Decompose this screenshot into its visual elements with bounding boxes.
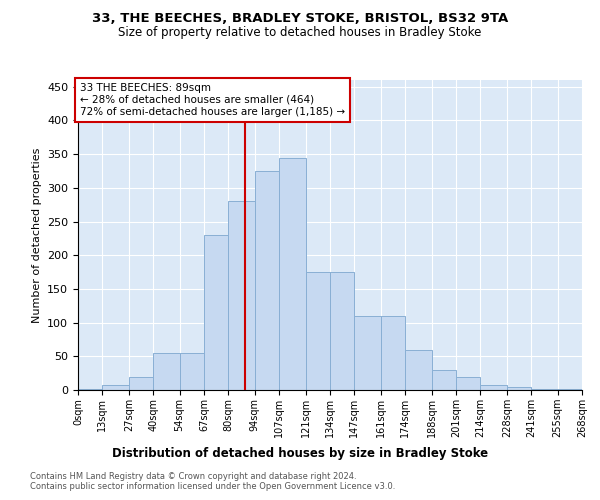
Bar	[456, 376, 481, 390]
Bar	[129, 376, 153, 390]
Bar	[255, 171, 279, 390]
Bar	[305, 272, 330, 390]
Text: Contains public sector information licensed under the Open Government Licence v3: Contains public sector information licen…	[30, 482, 395, 491]
Bar	[279, 158, 305, 390]
Text: 33 THE BEECHES: 89sqm
← 28% of detached houses are smaller (464)
72% of semi-det: 33 THE BEECHES: 89sqm ← 28% of detached …	[80, 84, 345, 116]
Bar	[557, 388, 582, 390]
Bar	[355, 316, 381, 390]
Bar	[507, 386, 531, 390]
Bar	[330, 272, 355, 390]
Bar	[481, 384, 507, 390]
Bar	[405, 350, 431, 390]
Text: Contains HM Land Registry data © Crown copyright and database right 2024.: Contains HM Land Registry data © Crown c…	[30, 472, 356, 481]
Bar	[531, 388, 557, 390]
Bar	[381, 316, 405, 390]
Bar	[153, 353, 179, 390]
Text: 33, THE BEECHES, BRADLEY STOKE, BRISTOL, BS32 9TA: 33, THE BEECHES, BRADLEY STOKE, BRISTOL,…	[92, 12, 508, 26]
Bar	[431, 370, 456, 390]
Bar	[179, 353, 204, 390]
Y-axis label: Number of detached properties: Number of detached properties	[32, 148, 41, 322]
Bar	[204, 235, 229, 390]
Bar	[103, 386, 129, 390]
Text: Size of property relative to detached houses in Bradley Stoke: Size of property relative to detached ho…	[118, 26, 482, 39]
Bar	[78, 388, 103, 390]
Text: Distribution of detached houses by size in Bradley Stoke: Distribution of detached houses by size …	[112, 448, 488, 460]
Bar	[229, 202, 255, 390]
